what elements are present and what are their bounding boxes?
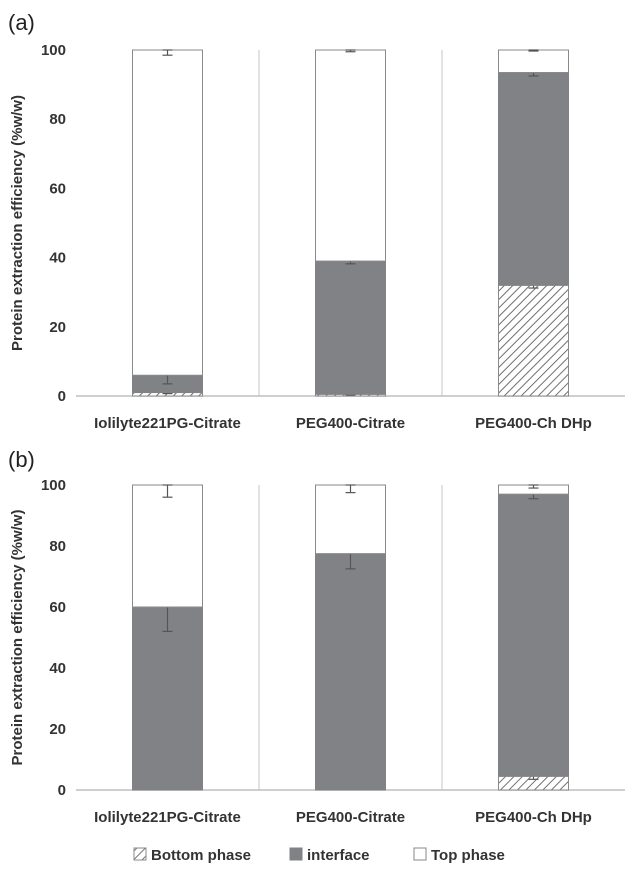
bar-interface <box>132 606 203 791</box>
category-label: PEG400-Citrate <box>296 809 405 826</box>
bar-stack <box>315 484 386 791</box>
bar-interface <box>498 493 569 777</box>
error-bar <box>162 484 173 498</box>
y-tick-label: 80 <box>49 111 66 128</box>
y-tick-label: 40 <box>49 250 66 267</box>
y-tick-label: 20 <box>49 319 66 336</box>
legend-label: Bottom phase <box>151 847 251 864</box>
error-bar <box>345 49 356 53</box>
legend-item-bottom: Bottom phase <box>133 847 251 864</box>
y-axis-label: Protein extraction efficiency (%w/w) <box>9 95 26 351</box>
bar-top <box>132 49 203 376</box>
category-label: PEG400-Ch DHp <box>475 809 592 826</box>
category-label: PEG400-Citrate <box>296 415 405 432</box>
bar-interface <box>315 553 386 791</box>
legend-swatch <box>413 847 427 861</box>
chart-panel-a: (a) Protein extraction efficiency (%w/w) 0… <box>8 10 625 432</box>
bar-stack <box>498 49 569 397</box>
bar-stack <box>132 484 203 791</box>
legend-label: Top phase <box>431 847 505 864</box>
bar-stack <box>498 484 569 791</box>
category-label: Iolilyte221PG-Citrate <box>94 415 241 432</box>
bar-top <box>315 49 386 262</box>
bar-top <box>498 49 569 73</box>
category-label: Iolilyte221PG-Citrate <box>94 809 241 826</box>
bar-interface <box>498 71 569 286</box>
error-bar <box>528 49 539 52</box>
chart-panel-b: (b) Protein extraction efficiency (%w/w) 0… <box>8 447 625 826</box>
y-tick-label: 80 <box>49 538 66 555</box>
y-tick-label: 40 <box>49 660 66 677</box>
y-tick-label: 60 <box>49 180 66 197</box>
bar-interface <box>315 260 386 395</box>
y-tick-label: 60 <box>49 599 66 616</box>
legend-label: interface <box>307 847 370 864</box>
y-tick-label: 0 <box>58 388 66 405</box>
error-bar <box>528 484 539 489</box>
y-tick-label: 100 <box>41 477 66 494</box>
legend: Bottom phase interface Top phase <box>133 847 505 864</box>
bar-top <box>132 484 203 608</box>
y-tick-label: 100 <box>41 42 66 59</box>
bar-top <box>315 484 386 555</box>
bar-stack <box>132 49 203 397</box>
category-label: PEG400-Ch DHp <box>475 415 592 432</box>
legend-swatch <box>289 847 303 861</box>
panel-label: (b) <box>8 447 35 472</box>
legend-item-top: Top phase <box>413 847 505 864</box>
y-tick-label: 20 <box>49 721 66 738</box>
legend-item-interface: interface <box>289 847 370 864</box>
y-axis-label: Protein extraction efficiency (%w/w) <box>9 510 26 766</box>
error-bar <box>345 484 356 494</box>
legend-swatch <box>133 847 147 861</box>
error-bar <box>162 49 173 56</box>
bar-bottom <box>498 284 569 397</box>
bar-stack <box>315 49 386 397</box>
panel-label: (a) <box>8 10 35 35</box>
y-tick-label: 0 <box>58 782 66 799</box>
